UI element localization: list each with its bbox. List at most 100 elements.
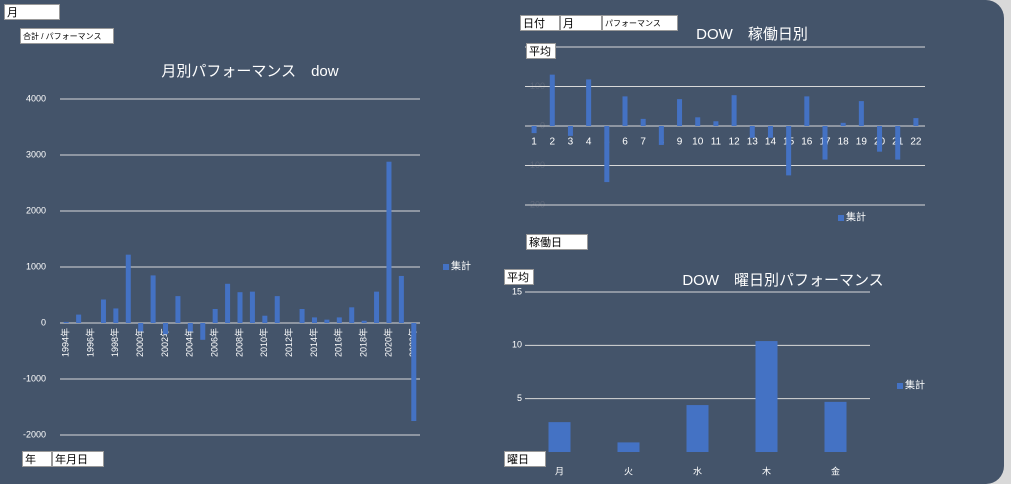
bar: [225, 283, 231, 323]
bar: [840, 122, 846, 126]
bar: [640, 118, 646, 126]
x-tick-label: 2004年: [184, 328, 195, 357]
legend-label: 集計: [846, 211, 866, 224]
chart-title: DOW 曜日別パフォーマンス: [682, 272, 883, 289]
field-button[interactable]: 日付: [520, 15, 560, 31]
field-button[interactable]: 年: [22, 451, 52, 467]
y-tick-label: 1000: [26, 261, 46, 271]
field-button[interactable]: 年月日: [52, 451, 104, 467]
bar: [200, 323, 206, 340]
field-button[interactable]: 合計 / パフォーマンス: [20, 28, 114, 44]
bar: [877, 126, 883, 152]
chart-title: 月別パフォーマンス dow: [161, 63, 338, 80]
bar: [374, 291, 380, 323]
x-tick-label: 4: [586, 137, 592, 148]
field-button[interactable]: 平均: [504, 269, 534, 285]
bar: [299, 309, 305, 323]
bar: [567, 126, 573, 136]
bar: [858, 101, 864, 126]
bar: [349, 307, 355, 323]
bar: [913, 118, 919, 126]
bar: [398, 275, 404, 323]
y-tick-label: -200: [527, 199, 545, 209]
bar: [686, 405, 709, 452]
field-button[interactable]: 稼働日: [526, 234, 588, 250]
x-tick-label: 7: [640, 137, 646, 148]
x-tick-label: 木: [762, 465, 771, 476]
field-button[interactable]: 月: [4, 4, 60, 20]
x-tick-label: 2002年: [159, 328, 170, 357]
x-tick-label: 18: [838, 137, 850, 148]
x-tick-label: 水: [693, 465, 702, 476]
x-tick-label: 6: [622, 137, 628, 148]
bar: [804, 96, 810, 126]
x-tick-label: 22: [910, 137, 922, 148]
bar: [731, 95, 737, 126]
y-tick-label: 10: [512, 340, 522, 350]
x-tick-label: 2014年: [308, 328, 319, 357]
x-tick-label: 金: [831, 465, 840, 476]
x-tick-label: 11: [711, 137, 722, 148]
bar: [63, 321, 69, 323]
x-tick-label: 9: [677, 137, 683, 148]
bar: [617, 442, 640, 452]
x-tick-label: 2010年: [258, 328, 269, 357]
legend-swatch: [897, 383, 903, 389]
x-tick-label: 2020年: [382, 328, 393, 357]
field-button[interactable]: 平均: [526, 43, 556, 59]
x-tick-label: 2018年: [358, 328, 369, 357]
bar: [113, 308, 119, 323]
x-tick-label: 3: [568, 137, 574, 148]
bar: [187, 323, 193, 332]
y-tick-label: 0: [540, 120, 545, 130]
legend-label: 集計: [451, 260, 471, 273]
bar: [531, 126, 537, 134]
y-tick-label: 4000: [26, 93, 46, 103]
bar: [658, 126, 664, 145]
x-tick-label: 火: [624, 466, 633, 476]
y-tick-label: -1000: [23, 373, 46, 383]
bar: [549, 74, 555, 126]
bar: [548, 422, 571, 452]
x-tick-label: 1998年: [109, 328, 120, 357]
y-tick-label: -100: [527, 160, 545, 170]
bar: [822, 126, 828, 160]
bar: [311, 317, 317, 323]
bar: [586, 79, 592, 126]
x-tick-label: 2008年: [233, 328, 244, 357]
field-button[interactable]: 曜日: [504, 451, 546, 467]
bar: [895, 126, 901, 160]
legend-swatch: [838, 215, 844, 221]
y-tick-label: 3000: [26, 149, 46, 159]
legend-label: 集計: [905, 379, 925, 392]
bar: [786, 126, 792, 176]
bar: [150, 275, 156, 323]
field-button[interactable]: パフォーマンス: [602, 15, 678, 31]
bar: [324, 319, 330, 323]
bar: [249, 291, 255, 323]
y-tick-label: 0: [41, 317, 46, 327]
bar: [604, 126, 610, 183]
y-tick-label: 15: [512, 286, 522, 296]
y-tick-label: 5: [517, 393, 522, 403]
x-tick-label: 10: [692, 137, 704, 148]
x-tick-label: 13: [747, 137, 759, 148]
bar: [175, 296, 181, 323]
x-tick-label: 19: [856, 137, 868, 148]
bar: [125, 254, 131, 323]
bar: [274, 296, 280, 323]
x-tick-label: 16: [801, 137, 813, 148]
bar: [755, 341, 778, 452]
bar: [767, 126, 773, 138]
bar: [138, 323, 144, 332]
bar: [695, 117, 701, 126]
field-button[interactable]: 月: [560, 15, 602, 31]
bar: [749, 126, 755, 138]
x-tick-label: 2: [549, 137, 555, 148]
y-tick-label: 2000: [26, 205, 46, 215]
x-tick-label: 2012年: [283, 328, 294, 357]
x-tick-label: 12: [729, 137, 741, 148]
bar: [163, 323, 169, 335]
